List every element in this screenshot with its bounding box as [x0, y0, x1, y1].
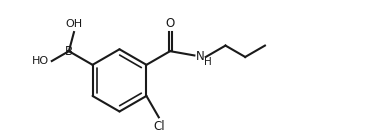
Text: B: B	[65, 45, 73, 58]
Text: OH: OH	[66, 19, 82, 29]
Text: Cl: Cl	[153, 120, 164, 133]
Text: H: H	[204, 57, 212, 67]
Text: O: O	[166, 17, 175, 30]
Text: N: N	[196, 51, 205, 63]
Text: HO: HO	[32, 56, 49, 66]
